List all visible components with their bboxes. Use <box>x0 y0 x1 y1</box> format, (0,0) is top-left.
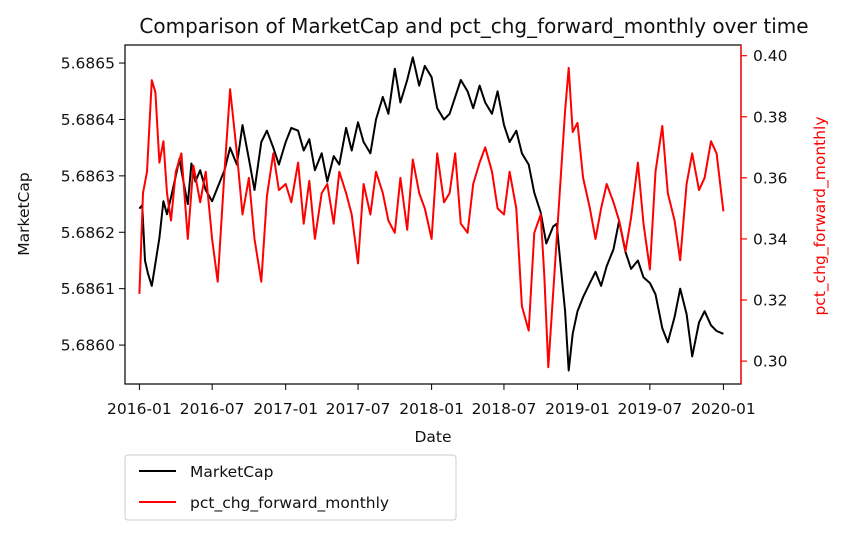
y-left-tick-label: 5.6862 <box>61 224 115 242</box>
legend: MarketCap pct_chg_forward_monthly <box>124 454 457 521</box>
legend-label-pct-chg: pct_chg_forward_monthly <box>190 494 389 513</box>
y-left-tick-label: 5.6860 <box>61 337 115 355</box>
y-axis-right-title: pct_chg_forward_monthly <box>811 116 830 315</box>
series-line-marketcap <box>138 56 724 372</box>
x-tick-label: 2018-01 <box>399 400 464 418</box>
x-tick-label: 2016-01 <box>107 400 172 418</box>
y-right-tick-label: 0.40 <box>753 47 788 65</box>
y-left-tick-label: 5.6861 <box>61 280 115 298</box>
y-axis-left: 5.6860 5.6861 5.6862 5.6863 5.6864 5.6865 <box>61 55 125 355</box>
x-tick-label: 2017-07 <box>326 400 391 418</box>
y-right-tick-label: 0.32 <box>753 292 788 310</box>
y-left-tick-label: 5.6864 <box>61 111 115 129</box>
series-line-pct-chg-forward-monthly <box>138 66 725 369</box>
y-right-tick-label: 0.36 <box>753 169 788 187</box>
plot-area <box>138 56 725 372</box>
legend-label-marketcap: MarketCap <box>190 463 273 481</box>
x-tick-label: 2017-01 <box>253 400 318 418</box>
x-tick-label: 2019-01 <box>545 400 610 418</box>
y-left-tick-label: 5.6865 <box>61 55 115 73</box>
y-left-tick-label: 5.6863 <box>61 167 115 185</box>
legend-box <box>124 454 457 521</box>
x-axis: 2016-01 2016-07 2017-01 2017-07 2018-01 2018-… <box>107 384 756 418</box>
y-axis-right: 0.30 0.32 0.34 0.36 0.38 0.40 <box>741 47 788 371</box>
x-axis-title: Date <box>414 428 451 446</box>
x-tick-label: 2020-01 <box>691 400 756 418</box>
x-tick-label: 2019-07 <box>617 400 682 418</box>
x-tick-label: 2018-07 <box>472 400 537 418</box>
y-right-tick-label: 0.34 <box>753 230 788 248</box>
chart-title: Comparison of MarketCap and pct_chg_forw… <box>139 14 808 38</box>
y-right-tick-label: 0.38 <box>753 108 788 126</box>
y-axis-left-title: MarketCap <box>15 172 33 255</box>
y-right-tick-label: 0.30 <box>753 353 788 371</box>
x-tick-label: 2016-07 <box>180 400 245 418</box>
